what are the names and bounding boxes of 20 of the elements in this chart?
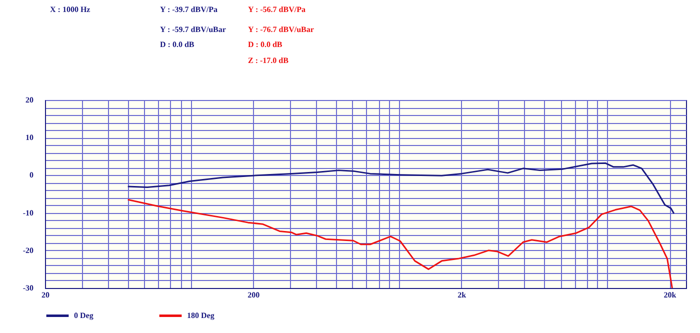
y-tick-label: 0 bbox=[30, 170, 34, 180]
y-tick-label: -20 bbox=[22, 246, 34, 255]
x-tick-label: 2k bbox=[458, 290, 467, 300]
text: D : 0.0 dB bbox=[248, 40, 282, 49]
y-tick-label: -30 bbox=[22, 284, 34, 292]
legend-label: 0 Deg bbox=[74, 310, 94, 320]
text: Z : -17.0 dB bbox=[248, 56, 288, 65]
legend-label: 180 Deg bbox=[187, 310, 214, 320]
text: Y : -39.7 dBV/Pa bbox=[160, 5, 218, 14]
x-tick-label: 20 bbox=[42, 290, 50, 300]
y-tick-label: 20 bbox=[26, 96, 34, 104]
text: D : 0.0 dB bbox=[160, 40, 194, 49]
y-tick-label: -10 bbox=[22, 208, 34, 218]
text: Y : -59.7 dBV/uBar bbox=[160, 25, 226, 34]
x-tick-label: 200 bbox=[248, 290, 260, 300]
y-tick-label: 10 bbox=[26, 133, 34, 142]
text: Y : -76.7 dBV/uBar bbox=[248, 25, 314, 34]
text: Y : -56.7 dBV/Pa bbox=[248, 5, 306, 14]
x-tick-label: 20k bbox=[664, 290, 677, 300]
text: X : 1000 Hz bbox=[50, 5, 90, 14]
